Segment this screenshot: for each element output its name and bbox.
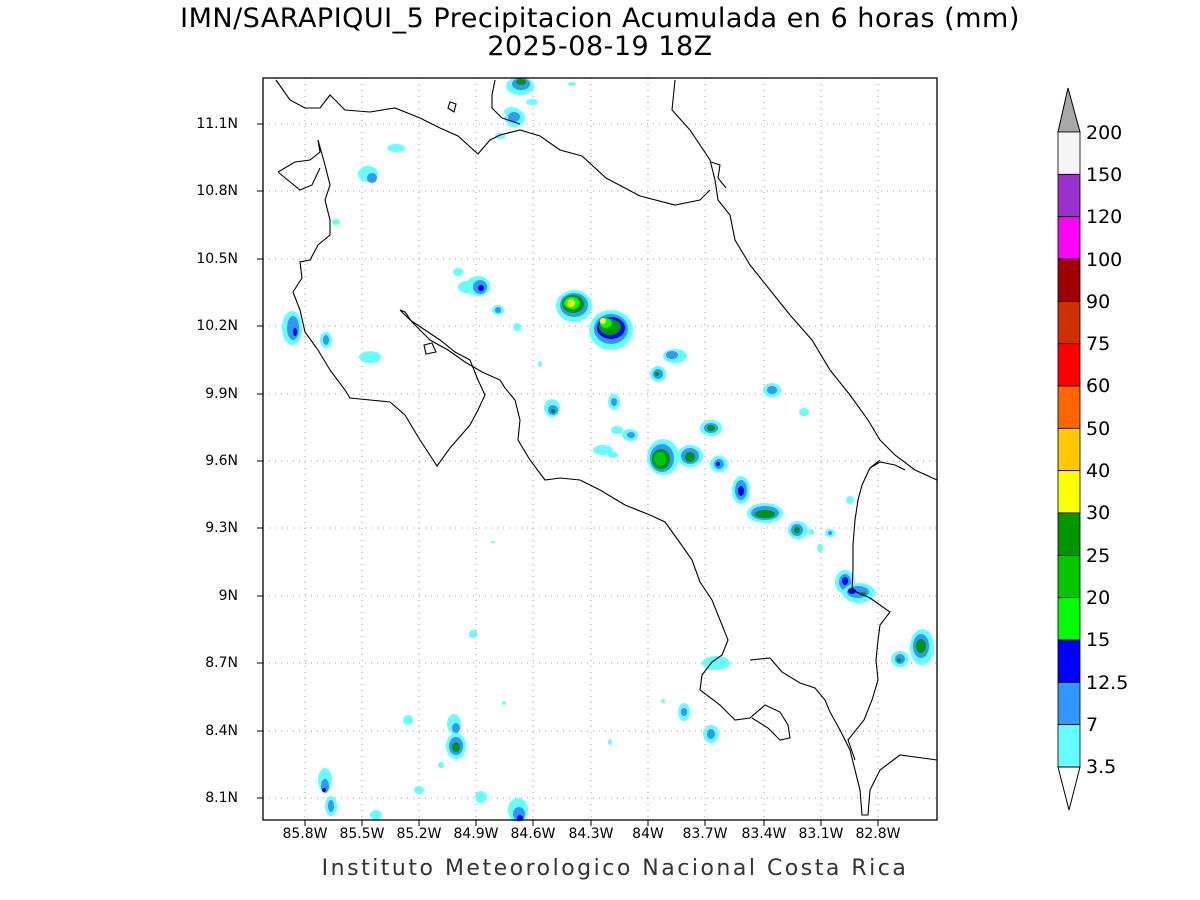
colorbar-swatch xyxy=(1057,554,1081,599)
lat-label-9-3n: 9.3N xyxy=(205,520,238,536)
colorbar-swatch xyxy=(1057,173,1081,218)
lon-label-83-1w: 83.1W xyxy=(798,826,844,842)
colorbar-swatch xyxy=(1057,724,1081,768)
lon-label-84w: 84W xyxy=(632,826,664,842)
colorbar-label-3-5: 3.5 xyxy=(1086,756,1117,778)
lon-label-85-8w: 85.8W xyxy=(282,826,328,842)
lat-label-8-1n: 8.1N xyxy=(205,790,238,806)
lat-label-10-8n: 10.8N xyxy=(196,183,238,199)
colorbar-swatch xyxy=(1057,512,1081,556)
lat-label-10-5n: 10.5N xyxy=(196,251,238,267)
footer-credit: Instituto Meteorologico Nacional Costa R… xyxy=(321,856,909,881)
lon-label-82-8w: 82.8W xyxy=(855,826,901,842)
colorbar-swatch xyxy=(1057,300,1081,345)
colorbar-swatch xyxy=(1057,597,1081,641)
axis-ticks xyxy=(257,123,879,826)
lat-label-8-7n: 8.7N xyxy=(205,655,238,671)
colorbar-swatch xyxy=(1057,385,1081,429)
colorbar-label-25: 25 xyxy=(1086,545,1111,567)
lon-label-83-7w: 83.7W xyxy=(682,826,728,842)
lon-label-84-9w: 84.9W xyxy=(453,826,499,842)
lon-label-84-3w: 84.3W xyxy=(568,826,614,842)
colorbar-label-200: 200 xyxy=(1086,122,1123,144)
lat-label-8-4n: 8.4N xyxy=(205,723,238,739)
colorbar-label-20: 20 xyxy=(1086,587,1111,609)
colorbar-swatch xyxy=(1057,470,1081,514)
colorbar-legend xyxy=(1057,87,1081,811)
colorbar-label-40: 40 xyxy=(1086,460,1111,482)
colorbar-swatch xyxy=(1057,427,1081,472)
lat-label-9-9n: 9.9N xyxy=(205,386,238,402)
colorbar-label-12-5: 12.5 xyxy=(1086,672,1129,694)
map-title: IMN/SARAPIQUI_5 Precipitacion Acumulada … xyxy=(180,3,1020,34)
grid-lines xyxy=(263,78,937,820)
colorbar-label-75: 75 xyxy=(1086,333,1111,355)
colorbar-swatch xyxy=(1057,216,1081,260)
map-subtitle-date: 2025-08-19 18Z xyxy=(487,31,713,62)
lat-label-9-6n: 9.6N xyxy=(205,453,238,469)
precipitation-areas xyxy=(282,77,934,822)
colorbar-swatch xyxy=(1057,681,1081,726)
lon-label-84-6w: 84.6W xyxy=(510,826,556,842)
colorbar-swatch xyxy=(1057,639,1081,683)
lon-label-83-4w: 83.4W xyxy=(741,826,787,842)
colorbar-label-30: 30 xyxy=(1086,502,1111,524)
colorbar-label-7: 7 xyxy=(1086,714,1099,736)
lat-label-11-1n: 11.1N xyxy=(196,116,238,132)
colorbar-swatch xyxy=(1057,343,1081,387)
colorbar-label-90: 90 xyxy=(1086,291,1111,313)
lon-label-85-5w: 85.5W xyxy=(339,826,385,842)
colorbar-label-120: 120 xyxy=(1086,206,1123,228)
colorbar-under-triangle xyxy=(1057,766,1081,811)
colorbar-label-15: 15 xyxy=(1086,629,1111,651)
lon-label-85-2w: 85.2W xyxy=(396,826,442,842)
colorbar-label-60: 60 xyxy=(1086,375,1111,397)
lat-label-10-2n: 10.2N xyxy=(196,318,238,334)
colorbar-swatch xyxy=(1057,258,1081,302)
map-border xyxy=(262,77,938,821)
colorbar-label-100: 100 xyxy=(1086,249,1123,271)
colorbar-label-150: 150 xyxy=(1086,164,1123,186)
colorbar-swatch xyxy=(1057,131,1081,175)
coastlines xyxy=(275,79,938,816)
colorbar-over-triangle xyxy=(1057,87,1081,133)
lat-label-9n: 9N xyxy=(218,588,238,604)
colorbar-label-50: 50 xyxy=(1086,418,1111,440)
